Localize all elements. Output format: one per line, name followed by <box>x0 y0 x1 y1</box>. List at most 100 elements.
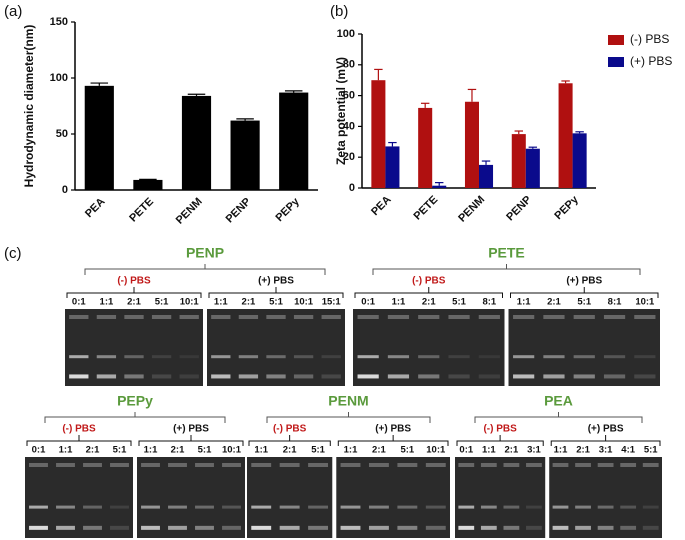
ratio-label: 10:1 <box>426 445 446 456</box>
panel-label: (b) <box>330 3 348 20</box>
gel-well <box>293 315 314 319</box>
gel-band <box>83 505 102 509</box>
y-tick-label: 0 <box>349 182 355 194</box>
gel-well <box>56 463 75 467</box>
gel-well <box>195 463 214 467</box>
ratio-label: 0:1 <box>32 445 46 456</box>
gel-band <box>603 355 626 359</box>
legend-label: (-) PBS <box>630 32 669 46</box>
gel-well <box>575 463 591 467</box>
gel-band <box>478 355 500 359</box>
gel-band <box>552 525 569 530</box>
gel-well <box>151 315 172 319</box>
ratio-label: 2:1 <box>283 445 297 456</box>
gel-image <box>549 457 662 538</box>
gel-band <box>340 525 361 530</box>
gel-band <box>211 355 231 359</box>
ratio-label: 2:1 <box>127 297 141 308</box>
gel-band <box>397 525 418 530</box>
gel-band <box>56 525 75 530</box>
gel-well <box>597 463 614 467</box>
gel-band <box>238 355 259 359</box>
gel-band <box>543 355 565 359</box>
ratio-label: 1:1 <box>214 297 228 308</box>
ratio-label: 15:1 <box>322 297 342 308</box>
gel-band <box>124 374 144 379</box>
y-tick-label: 60 <box>343 90 355 102</box>
gel-well <box>513 315 535 319</box>
bracket <box>44 412 226 423</box>
gel-band <box>526 505 542 509</box>
gel-well <box>141 463 160 467</box>
ratio-label: 0:1 <box>361 297 375 308</box>
gel-band <box>340 505 361 509</box>
gel-band <box>124 355 144 359</box>
gel-band <box>513 374 535 379</box>
gel-image <box>65 309 203 386</box>
ratio-label: 2:1 <box>422 297 436 308</box>
ratio-label: 2:1 <box>372 445 386 456</box>
gel-band <box>321 355 341 359</box>
y-tick-label: 40 <box>343 120 355 132</box>
bar <box>479 164 494 188</box>
ratio-label: 5:1 <box>155 297 169 308</box>
panel-label: (c) <box>4 245 22 262</box>
gel-well <box>573 315 595 319</box>
bar <box>371 80 386 188</box>
gel-band <box>357 355 379 359</box>
gel-band <box>69 355 89 359</box>
x-tick-label: PEPy <box>552 193 581 222</box>
gel-band <box>642 505 659 509</box>
gel-band <box>308 505 329 509</box>
bracket <box>266 412 431 423</box>
ratio-label: 1:1 <box>100 297 114 308</box>
ratio-label: 1:1 <box>144 445 158 456</box>
gel-band <box>168 505 187 509</box>
bracket <box>474 412 643 423</box>
y-tick-label: 0 <box>62 184 68 196</box>
gel-band <box>597 505 614 509</box>
gel-band <box>151 374 172 379</box>
ratio-label: 1:1 <box>59 445 73 456</box>
gel-image <box>137 457 245 538</box>
gel-band <box>634 374 656 379</box>
bar <box>133 179 163 190</box>
gel-well <box>634 315 656 319</box>
bracket <box>372 264 641 275</box>
bar <box>432 185 447 188</box>
bracket <box>354 287 503 298</box>
gel-band <box>83 525 102 530</box>
ratio-label: 10:1 <box>294 297 314 308</box>
ratio-label: 5:1 <box>113 445 127 456</box>
gel-well <box>124 315 144 319</box>
y-tick-label: 100 <box>337 28 355 40</box>
gel-band <box>293 355 314 359</box>
gel-band <box>597 525 614 530</box>
gel-title: PETE <box>488 245 525 261</box>
gel-well <box>425 463 446 467</box>
ratio-label: 2:1 <box>547 297 561 308</box>
gel-title: PENM <box>328 393 368 409</box>
bar <box>84 85 114 190</box>
gel-band <box>448 355 470 359</box>
gel-band <box>56 505 75 509</box>
x-tick-label: PENM <box>456 194 487 225</box>
gel-well <box>308 463 329 467</box>
gel-band <box>110 505 129 509</box>
group-label: (+) PBS <box>258 276 294 287</box>
gel-title: PEA <box>544 393 573 409</box>
gel-band <box>251 505 272 509</box>
gel-well <box>503 463 520 467</box>
gel-band <box>480 525 497 530</box>
ratio-label: 5:1 <box>644 445 658 456</box>
gel-title: PENP <box>186 245 224 261</box>
ratio-label: 4:1 <box>621 445 635 456</box>
gel-well <box>279 463 300 467</box>
gel-band <box>503 505 520 509</box>
y-axis-label: Hydrodynamic diameter(nm) <box>22 25 36 188</box>
gel-image <box>247 457 333 538</box>
gel-well <box>552 463 569 467</box>
bar <box>572 133 587 188</box>
bracket <box>337 435 449 446</box>
